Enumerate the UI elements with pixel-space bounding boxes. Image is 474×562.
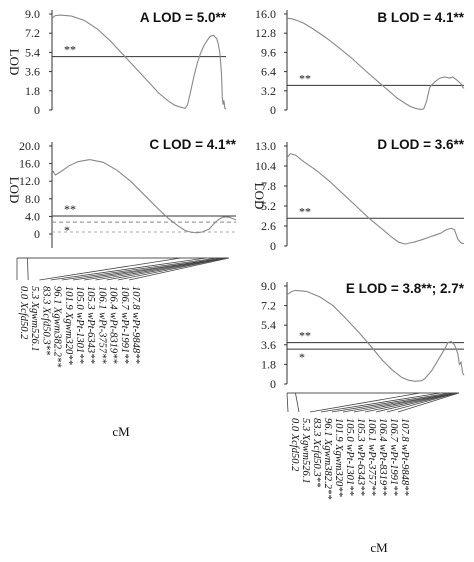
y-tick-label-b: 16.0 [255, 7, 276, 21]
y-tick-label-e: 9.0 [261, 279, 276, 293]
y-tick-label-a: 0 [34, 103, 40, 117]
marker-connector-left [61, 257, 218, 281]
lod-curve-a [51, 14, 227, 110]
y-tick-label-c: 0 [34, 227, 40, 241]
x-axis-unit-right: cM [370, 540, 388, 555]
y-axis-label-d: LOD [252, 183, 267, 210]
marker-connector-right [320, 392, 441, 413]
marker-connector-left [95, 257, 226, 281]
marker-label-right: 83.3 Xcfd50.3** [311, 418, 322, 488]
threshold-label-b: ** [299, 71, 311, 85]
marker-connector-right [397, 392, 460, 413]
threshold-label-c: ** [64, 202, 76, 216]
threshold-label-e: ** [299, 329, 311, 343]
chart-title-c: C LOD = 4.1** [149, 137, 236, 152]
y-tick-label-c: 20.0 [19, 139, 40, 153]
y-tick-label-a: 1.8 [25, 84, 40, 98]
marker-connector-right [309, 392, 420, 413]
marker-connector-left [128, 257, 230, 281]
marker-label-left: 0.0 Xcfd50.2 [18, 286, 29, 340]
threshold-label-d: ** [299, 204, 311, 218]
marker-label-right: 106.1 wPt-3757** [366, 418, 377, 496]
marker-label-left: 5.3 Xgwm526.1 [29, 286, 40, 352]
marker-connector-left [50, 257, 207, 281]
y-tick-label-b: 0 [270, 103, 276, 117]
marker-label-right: 106.4 wPt-8319** [377, 418, 388, 496]
threshold-label-e: * [299, 350, 305, 364]
marker-label-right: 105.0 wPt-1301** [344, 418, 355, 496]
y-tick-label-b: 3.2 [261, 84, 276, 98]
marker-connector-left [117, 257, 227, 281]
y-tick-label-d: 0 [270, 239, 276, 253]
chart-title-e: E LOD = 3.8**; 2.7* [346, 281, 465, 296]
marker-connector-right [286, 392, 289, 413]
chart-title-d: D LOD = 3.6** [377, 137, 464, 152]
marker-label-right: 101.9 Xgwm320** [333, 418, 344, 498]
marker-connector-right [364, 392, 457, 413]
marker-label-left: 105.3 wPt-6343** [85, 286, 96, 364]
chart-title-a: A LOD = 5.0** [140, 10, 227, 25]
y-axis-label-a: LOD [7, 49, 22, 76]
marker-connector-right [353, 392, 456, 413]
lod-curve-b [286, 17, 465, 110]
y-tick-label-b: 12.8 [255, 26, 276, 40]
y-tick-label-e: 0 [270, 377, 276, 391]
marker-label-right: 5.3 Xgwm526.1 [300, 418, 311, 484]
y-tick-label-d: 10.4 [255, 159, 276, 173]
y-tick-label-a: 7.2 [25, 26, 40, 40]
marker-label-left: 106.1 wPt-3757** [96, 286, 107, 364]
y-tick-label-c: 4.0 [25, 209, 40, 223]
y-tick-label-e: 5.4 [261, 318, 276, 332]
y-tick-label-e: 7.2 [261, 299, 276, 313]
threshold-label-c: * [64, 223, 70, 237]
marker-connector-right [331, 392, 450, 413]
marker-label-right: 107.8 wPt-9848** [399, 418, 410, 496]
y-tick-label-a: 9.0 [25, 7, 40, 21]
marker-connector-right [295, 392, 300, 413]
y-tick-label-d: 13.0 [255, 139, 276, 153]
threshold-label-a: ** [64, 43, 76, 57]
y-tick-label-a: 3.6 [25, 65, 40, 79]
y-tick-label-c: 16.0 [19, 157, 40, 171]
marker-label-left: 83.3 Xcfd50.3** [40, 286, 51, 356]
marker-label-left: 107.8 wPt-9848** [130, 286, 141, 364]
marker-label-left: 101.9 Xgwm320** [63, 286, 74, 366]
marker-label-right: 0.0 Xcfd50.2 [289, 418, 300, 472]
marker-connector-left [27, 257, 29, 281]
x-axis-unit-left: cM [112, 424, 130, 439]
y-tick-label-d: 7.8 [261, 179, 276, 193]
marker-connector-left [106, 257, 227, 281]
marker-connector-left [84, 257, 225, 281]
lod-curve-d [286, 153, 465, 245]
lod-curve-e [286, 289, 465, 382]
y-tick-label-e: 1.8 [261, 357, 276, 371]
y-tick-label-b: 9.6 [261, 45, 276, 59]
y-tick-label-a: 5.4 [25, 45, 40, 59]
lod-curve-c [51, 159, 237, 234]
y-tick-label-b: 6.4 [261, 65, 276, 79]
marker-label-left: 105.0 wPt-1301** [74, 286, 85, 364]
marker-label-left: 96.1 Xgwm382.2** [52, 286, 63, 368]
y-tick-label-c: 12.0 [19, 174, 40, 188]
marker-connector-right [342, 392, 455, 413]
y-tick-label-d: 2.6 [261, 219, 276, 233]
y-axis-label-c: LOD [7, 177, 22, 204]
marker-label-right: 106.7 wPt-1991** [388, 418, 399, 496]
marker-connector-right [386, 392, 458, 413]
marker-connector-right [375, 392, 457, 413]
y-tick-label-e: 3.6 [261, 338, 276, 352]
y-tick-label-c: 8.0 [25, 192, 40, 206]
marker-label-right: 105.3 wPt-6343** [355, 418, 366, 496]
y-tick-label-d: 5.2 [261, 199, 276, 213]
marker-label-right: 96.1 Xgwm382.2** [322, 418, 333, 500]
marker-label-left: 106.7 wPt-1991** [119, 286, 130, 364]
chart-title-b: B LOD = 4.1** [377, 10, 464, 25]
marker-label-left: 106.4 wPt-8319** [108, 286, 119, 364]
marker-connector-left [39, 257, 181, 281]
